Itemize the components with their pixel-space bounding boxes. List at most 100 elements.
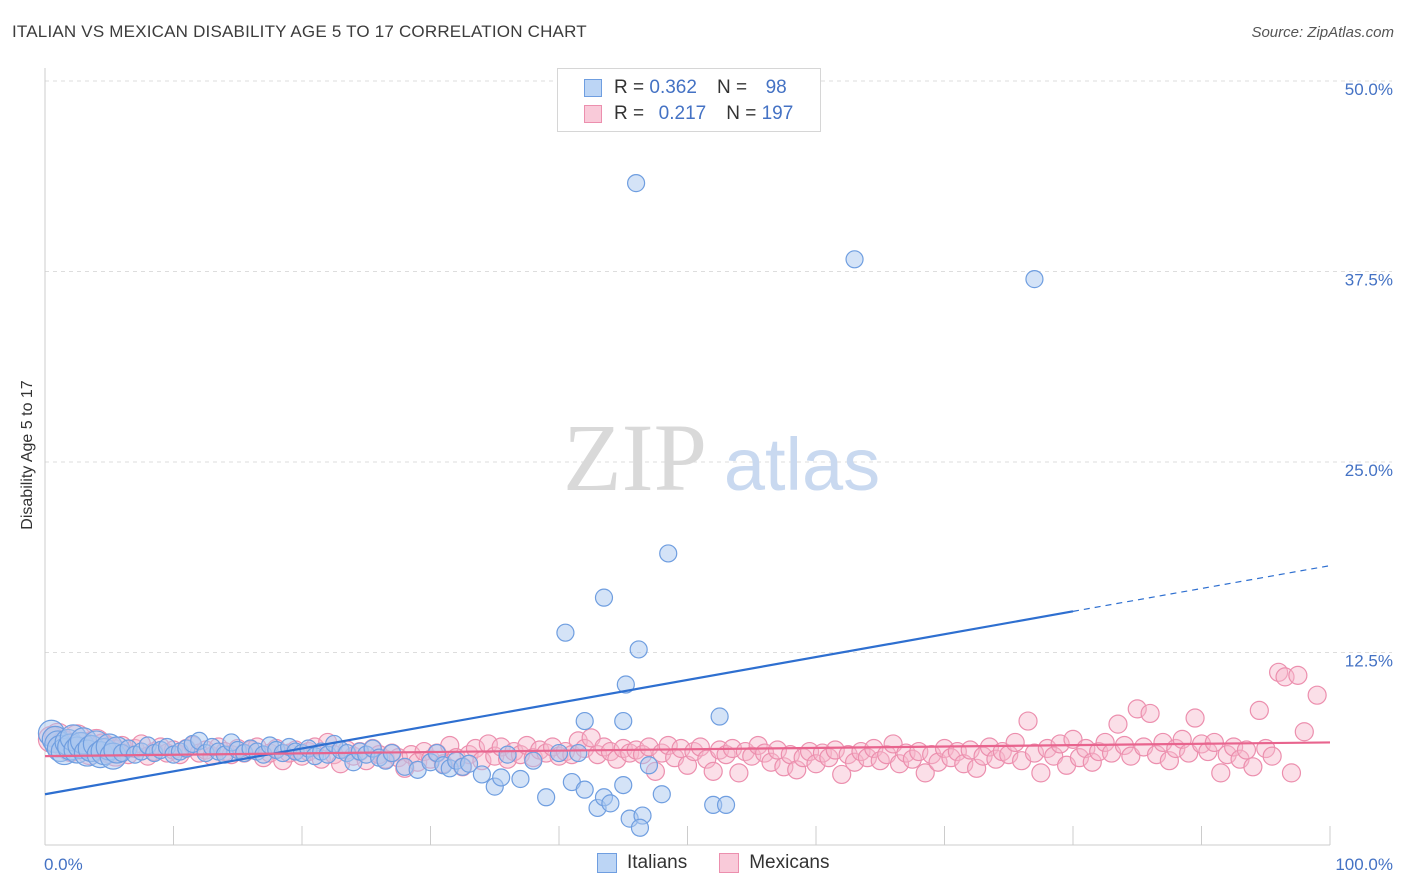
series-legend: Italians Mexicans bbox=[597, 852, 861, 874]
mexicans-point bbox=[690, 737, 710, 757]
legend-r-value: 0.362 bbox=[649, 77, 697, 98]
italians-point bbox=[549, 743, 569, 763]
italians-point bbox=[492, 768, 511, 787]
mexicans-point bbox=[1140, 703, 1160, 724]
legend-n-label: N = bbox=[726, 103, 757, 124]
italians-points bbox=[37, 174, 1044, 837]
legend-label-mexicans: Mexicans bbox=[749, 852, 830, 873]
legend-swatch-italians bbox=[597, 853, 617, 873]
mexicans-point bbox=[1243, 757, 1263, 777]
mexicans-point bbox=[787, 760, 807, 780]
italians-point bbox=[652, 785, 671, 804]
mexicans-point bbox=[761, 752, 781, 772]
legend-swatch-mexicans bbox=[719, 853, 740, 873]
source-label: Source: ZipAtlas.com bbox=[1251, 24, 1394, 41]
y-tick-label: 25.0% bbox=[1345, 461, 1393, 480]
mexicans-point bbox=[902, 749, 922, 769]
italians-point bbox=[575, 711, 594, 731]
mexicans-point bbox=[1108, 714, 1128, 734]
mexicans-point bbox=[1288, 665, 1308, 685]
mexicans-point bbox=[1082, 752, 1102, 772]
legend-swatch-italians bbox=[584, 79, 602, 97]
mexicans-point bbox=[889, 754, 910, 774]
mexicans-trend-line bbox=[44, 741, 1331, 758]
chart-title: ITALIAN VS MEXICAN DISABILITY AGE 5 TO 1… bbox=[12, 22, 587, 41]
x-tick-label: 100.0% bbox=[1335, 855, 1393, 874]
legend-row-mexicans: R = 0.217 N = 197 bbox=[584, 102, 793, 126]
watermark-atlas: atlas bbox=[724, 423, 880, 506]
italians-point bbox=[659, 544, 678, 563]
mexicans-point bbox=[1204, 732, 1224, 753]
italians-trend-extension bbox=[1072, 565, 1331, 612]
mexicans-point bbox=[825, 740, 845, 760]
italians-point bbox=[710, 707, 729, 726]
legend-r-value: 0.217 bbox=[658, 103, 707, 124]
legend-n-value: 197 bbox=[761, 103, 794, 124]
correlation-legend: R = 0.362 N = 98 R = 0.217 N = 197 bbox=[557, 68, 821, 132]
mexicans-point bbox=[915, 763, 935, 783]
mexicans-point bbox=[1050, 734, 1070, 754]
italians-point bbox=[616, 675, 635, 694]
italians-point bbox=[511, 769, 530, 789]
y-tick-label: 50.0% bbox=[1345, 80, 1393, 99]
mexicans-point bbox=[844, 752, 865, 772]
mexicans-point bbox=[1005, 732, 1025, 753]
italians-point bbox=[626, 174, 646, 193]
watermark: ZIP atlas bbox=[563, 404, 880, 511]
italians-point bbox=[537, 788, 556, 807]
mexicans-point bbox=[748, 735, 768, 756]
x-tick-label: 0.0% bbox=[44, 855, 83, 874]
mexicans-point bbox=[1294, 722, 1314, 742]
italians-point bbox=[1025, 270, 1044, 289]
italians-point bbox=[524, 751, 543, 770]
legend-n-value: 98 bbox=[765, 77, 787, 98]
mexicans-point bbox=[1159, 751, 1179, 771]
legend-r-label: R = bbox=[614, 103, 645, 124]
italians-point bbox=[601, 794, 620, 813]
mexicans-point bbox=[1236, 740, 1257, 760]
mexicans-point bbox=[1185, 708, 1205, 728]
legend-row-italians: R = 0.362 N = 98 bbox=[584, 76, 787, 100]
legend-item-italians[interactable]: Italians bbox=[597, 852, 687, 874]
watermark-zip: ZIP bbox=[563, 404, 707, 511]
mexicans-point bbox=[986, 749, 1006, 769]
italians-point bbox=[472, 765, 491, 784]
mexicans-point bbox=[832, 764, 852, 785]
mexicans-point bbox=[1281, 763, 1302, 783]
italians-point bbox=[575, 780, 594, 799]
italians-point bbox=[716, 795, 736, 815]
mexicans-point bbox=[1031, 763, 1051, 783]
mexicans-point bbox=[1037, 738, 1057, 759]
trend-lines bbox=[44, 565, 1331, 796]
legend-r-label: R = bbox=[614, 77, 645, 98]
italians-point bbox=[639, 756, 659, 775]
italians-point bbox=[556, 623, 575, 642]
italians-point bbox=[629, 640, 648, 659]
y-tick-label: 12.5% bbox=[1345, 652, 1393, 671]
legend-swatch-mexicans bbox=[584, 105, 602, 123]
mexicans-point bbox=[1024, 743, 1045, 763]
italians-point bbox=[594, 588, 614, 607]
legend-item-mexicans[interactable]: Mexicans bbox=[719, 852, 829, 874]
mexicans-point bbox=[1211, 763, 1231, 783]
legend-label-italians: Italians bbox=[627, 852, 688, 873]
italians-trend-line bbox=[44, 610, 1074, 796]
italians-point bbox=[614, 775, 633, 795]
mexicans-point bbox=[1307, 685, 1327, 705]
mexicans-point bbox=[1095, 732, 1115, 753]
mexicans-point bbox=[1018, 711, 1038, 731]
mexicans-point bbox=[1217, 745, 1237, 765]
tick-labels: 12.5% 25.0% 37.5% 50.0% 0.0% 100.0% bbox=[44, 80, 1393, 874]
italians-point bbox=[498, 745, 517, 764]
mexicans-point bbox=[767, 740, 788, 760]
mexicans-point bbox=[729, 763, 749, 783]
italians-point bbox=[845, 250, 864, 269]
mexicans-point bbox=[703, 761, 723, 781]
mexicans-point bbox=[1249, 700, 1269, 721]
italians-point bbox=[630, 818, 650, 837]
mexicans-point bbox=[967, 758, 987, 778]
italians-point bbox=[569, 743, 588, 763]
mexicans-point bbox=[1262, 746, 1282, 766]
italians-point bbox=[614, 711, 633, 731]
